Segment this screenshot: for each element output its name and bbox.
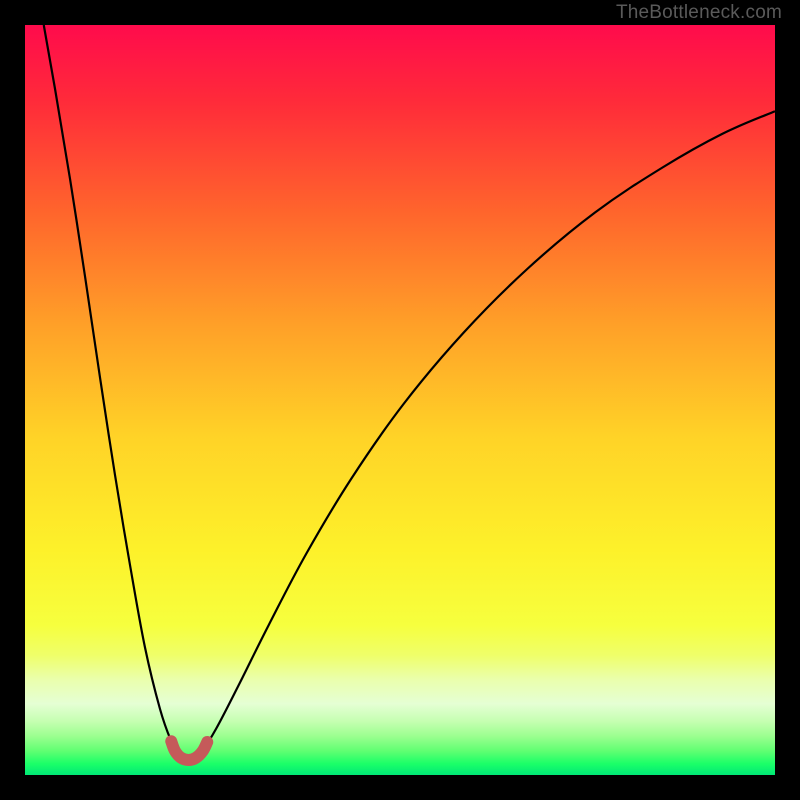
plot-background <box>25 25 775 775</box>
bottleneck-chart <box>0 0 800 800</box>
watermark-text: TheBottleneck.com <box>616 2 782 24</box>
chart-frame: TheBottleneck.com <box>0 0 800 800</box>
